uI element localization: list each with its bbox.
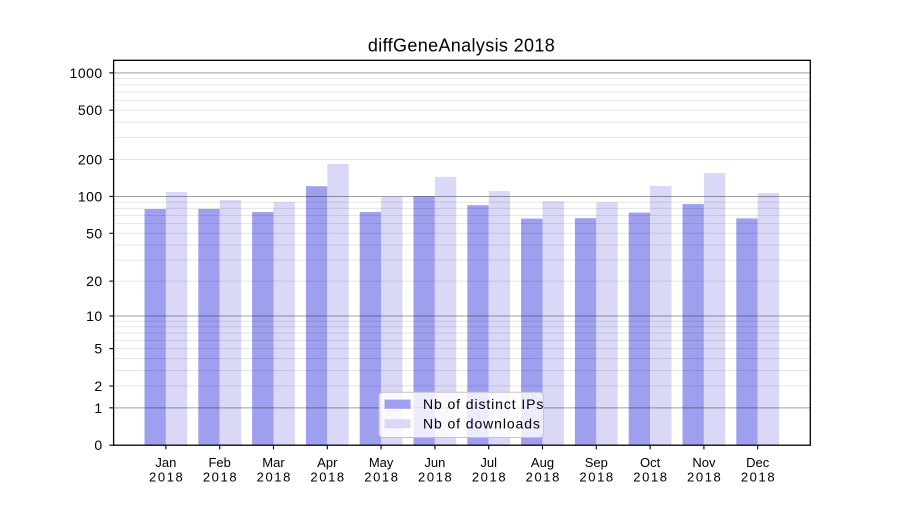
svg-text:2018: 2018: [741, 469, 776, 484]
svg-text:5: 5: [94, 341, 102, 357]
svg-text:Dec: Dec: [746, 455, 770, 470]
svg-text:2018: 2018: [149, 469, 184, 484]
svg-text:Feb: Feb: [208, 455, 230, 470]
svg-text:Sep: Sep: [585, 455, 608, 470]
svg-text:100: 100: [78, 188, 103, 204]
svg-text:diffGeneAnalysis 2018: diffGeneAnalysis 2018: [368, 36, 555, 56]
svg-text:200: 200: [78, 151, 103, 167]
svg-text:2018: 2018: [364, 469, 399, 484]
svg-text:2018: 2018: [526, 469, 561, 484]
svg-text:May: May: [369, 455, 394, 470]
svg-text:50: 50: [86, 225, 103, 241]
svg-text:Nb of distinct IPs: Nb of distinct IPs: [423, 396, 544, 412]
svg-text:Nb of downloads: Nb of downloads: [423, 416, 541, 432]
svg-text:Jun: Jun: [424, 455, 445, 470]
svg-text:0: 0: [94, 437, 102, 453]
svg-text:2018: 2018: [203, 469, 238, 484]
svg-text:500: 500: [78, 102, 103, 118]
svg-text:2018: 2018: [687, 469, 722, 484]
svg-text:20: 20: [86, 273, 103, 289]
svg-text:2018: 2018: [633, 469, 668, 484]
svg-text:2018: 2018: [257, 469, 292, 484]
svg-text:Oct: Oct: [640, 455, 661, 470]
svg-text:2018: 2018: [472, 469, 507, 484]
svg-text:Aug: Aug: [531, 455, 554, 470]
svg-text:Apr: Apr: [317, 455, 338, 470]
svg-text:1: 1: [94, 400, 102, 416]
svg-text:Mar: Mar: [262, 455, 285, 470]
svg-text:2018: 2018: [310, 469, 345, 484]
svg-text:2: 2: [94, 378, 102, 394]
svg-text:2018: 2018: [418, 469, 453, 484]
svg-text:10: 10: [86, 308, 103, 324]
svg-text:Jan: Jan: [155, 455, 176, 470]
svg-text:Nov: Nov: [692, 455, 716, 470]
svg-text:Jul: Jul: [480, 455, 497, 470]
svg-text:2018: 2018: [579, 469, 614, 484]
svg-text:1000: 1000: [70, 65, 103, 81]
